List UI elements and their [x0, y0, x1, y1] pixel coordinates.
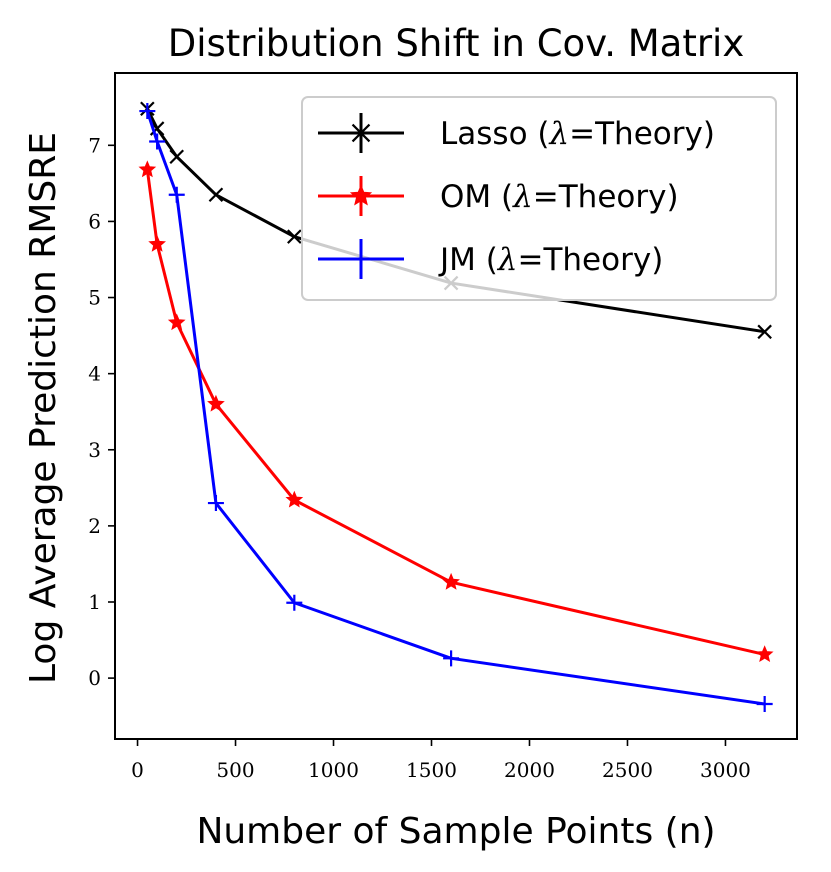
data-point: [286, 594, 303, 611]
legend: Lasso (λ=Theory) OM (λ=Theory) JM (λ=Theor…: [301, 96, 777, 301]
data-point: [168, 186, 185, 203]
legend-item: Lasso (λ=Theory): [318, 113, 715, 153]
x-tick-label: 2500: [602, 758, 653, 782]
x-tick-label: 500: [216, 758, 254, 782]
y-tick-label: 6: [88, 209, 101, 233]
x-tick-label: 3000: [700, 758, 751, 782]
y-tick-label: 3: [88, 438, 101, 462]
data-point: [169, 149, 185, 165]
y-tick-label: 7: [88, 133, 101, 157]
ticks-layer: 0 500 1000 1500 2000 2500 3000 0 1 2 3 4 5 6 7: [88, 133, 751, 782]
legend-item: JM (λ=Theory): [318, 239, 663, 279]
x-tick-label: 1500: [406, 758, 457, 782]
legend-marker: [350, 248, 372, 270]
data-point: [287, 229, 302, 244]
data-point: [148, 234, 166, 252]
data-point: [443, 650, 460, 667]
data-point: [756, 695, 773, 712]
data-point: [149, 133, 166, 150]
legend-label: OM (λ=Theory): [440, 179, 679, 215]
y-axis-label: Log Average Prediction RMSRE: [23, 132, 64, 684]
legend-item: OM (λ=Theory): [318, 176, 679, 216]
data-point: [285, 490, 304, 508]
y-tick-label: 5: [88, 286, 101, 310]
legend-label: JM (λ=Theory): [438, 242, 663, 278]
x-tick-label: 0: [131, 758, 144, 782]
data-point: [139, 103, 156, 120]
data-point: [207, 394, 225, 412]
chart-title: Distribution Shift in Cov. Matrix: [168, 22, 744, 65]
data-point: [167, 313, 186, 331]
data-point: [442, 572, 460, 590]
x-tick-label: 1000: [308, 758, 359, 782]
series-jm: [139, 103, 773, 712]
legend-items: Lasso (λ=Theory) OM (λ=Theory) JM (λ=Theor…: [318, 113, 715, 279]
legend-marker: [349, 184, 373, 206]
legend-box: [301, 96, 777, 301]
y-tick-label: 1: [88, 590, 101, 614]
data-point: [755, 645, 774, 663]
legend-marker: [351, 123, 371, 143]
data-point: [138, 160, 157, 178]
x-tick-label: 2000: [504, 758, 555, 782]
data-point: [208, 187, 224, 203]
data-point: [207, 495, 224, 512]
legend-label: Lasso (λ=Theory): [440, 116, 715, 152]
series-om: [138, 160, 774, 663]
y-tick-label: 4: [88, 362, 101, 386]
y-tick-label: 0: [88, 666, 101, 690]
y-tick-label: 2: [88, 514, 101, 538]
data-point: [757, 324, 772, 340]
x-axis-label: Number of Sample Points (n): [196, 811, 715, 852]
